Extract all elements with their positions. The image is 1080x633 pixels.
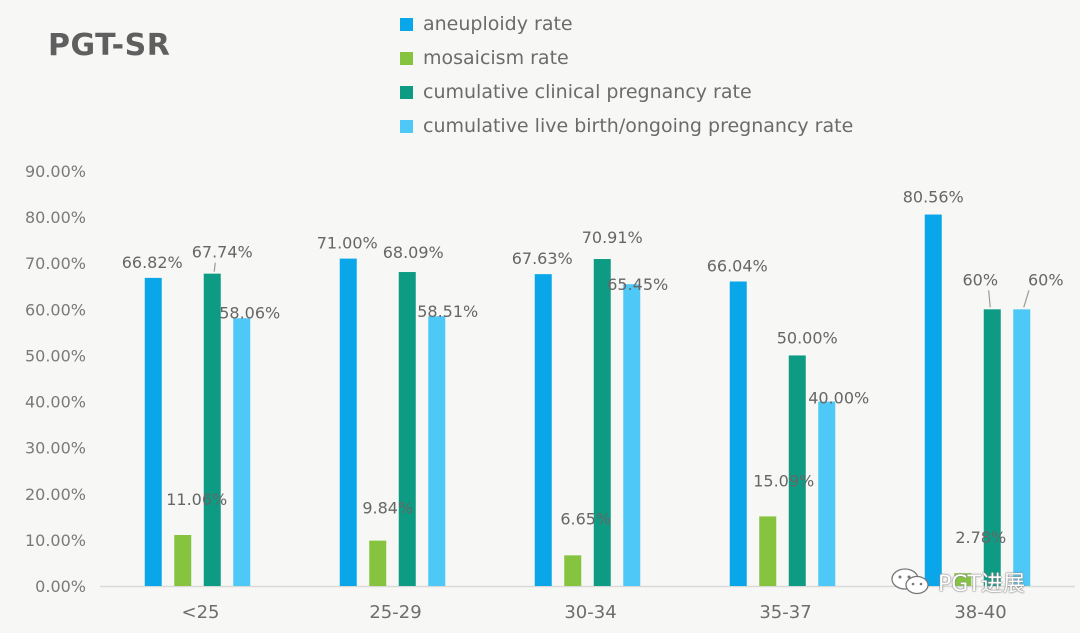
- legend-item-live-birth: cumulative live birth/ongoing pregnancy …: [400, 109, 853, 143]
- data-label: 80.56%: [903, 188, 964, 207]
- data-labels: 66.82% 11.06% 67.74% 58.06% 71.00% 9.84% 68.09…: [122, 188, 1064, 548]
- bar: [593, 259, 611, 586]
- x-tick-label: 35-37: [759, 602, 811, 623]
- data-label: 15.09%: [753, 471, 814, 490]
- bar: [144, 277, 162, 586]
- bar: [623, 284, 641, 586]
- legend-label: cumulative clinical pregnancy rate: [423, 81, 752, 103]
- leader-line: [988, 290, 991, 308]
- legend-swatch: [400, 119, 413, 133]
- data-label: 60%: [962, 270, 998, 289]
- data-label: 40.00%: [808, 389, 869, 408]
- bar: [534, 274, 552, 586]
- bar: [983, 309, 1001, 586]
- data-label: 65.45%: [607, 275, 668, 294]
- legend-item-aneuploidy: aneuploidy rate: [400, 7, 853, 41]
- bar: [174, 535, 192, 586]
- y-axis: 0.00% 10.00% 20.00% 30.00% 40.00% 50.00% 60.00…: [25, 162, 86, 596]
- data-label: 67.63%: [512, 249, 573, 268]
- chart-title: PGT-SR: [48, 28, 171, 63]
- y-tick-label: 80.00%: [25, 208, 86, 227]
- legend-label: aneuploidy rate: [423, 13, 573, 35]
- data-label: 9.84%: [362, 499, 413, 518]
- leader-line: [213, 262, 216, 272]
- data-label: 58.06%: [219, 303, 280, 322]
- data-label: 71.00%: [317, 234, 378, 253]
- data-label: 66.04%: [707, 256, 768, 275]
- bar: [729, 281, 747, 586]
- y-tick-label: 70.00%: [25, 254, 86, 273]
- y-tick-label: 50.00%: [25, 346, 86, 365]
- bar: [924, 214, 942, 587]
- legend-label: mosaicism rate: [423, 47, 569, 69]
- y-tick-label: 40.00%: [25, 393, 86, 412]
- watermark-text: PGT进展: [938, 572, 1025, 597]
- x-tick-label: 38-40: [954, 602, 1006, 623]
- data-label: 11.06%: [166, 490, 227, 509]
- bar: [954, 573, 972, 586]
- bar: [564, 555, 582, 586]
- y-tick-label: 20.00%: [25, 485, 86, 504]
- legend-swatch: [400, 51, 413, 65]
- x-tick-label: 30-34: [564, 602, 616, 623]
- bars: [144, 214, 1031, 587]
- legend-swatch: [400, 85, 413, 99]
- bar: [203, 273, 221, 586]
- data-label: 60%: [1028, 270, 1064, 289]
- y-tick-label: 10.00%: [25, 531, 86, 550]
- y-tick-label: 60.00%: [25, 300, 86, 319]
- legend-item-mosaicism: mosaicism rate: [400, 41, 853, 75]
- y-tick-label: 30.00%: [25, 439, 86, 458]
- bar: [1013, 309, 1031, 586]
- data-label: 67.74%: [192, 243, 253, 262]
- legend-item-clinical-pregnancy: cumulative clinical pregnancy rate: [400, 75, 853, 109]
- data-label: 70.91%: [582, 228, 643, 247]
- watermark: PGT进展: [890, 566, 1025, 598]
- y-tick-label: 90.00%: [25, 162, 86, 181]
- legend-label: cumulative live birth/ongoing pregnancy …: [423, 115, 854, 137]
- bar: [398, 272, 416, 586]
- x-tick-label: 25-29: [369, 602, 421, 623]
- bar: [759, 516, 777, 586]
- legend-swatch: [400, 17, 413, 31]
- bar: [339, 258, 357, 586]
- y-tick-label: 0.00%: [35, 577, 86, 596]
- x-tick-label: <25: [182, 602, 220, 623]
- x-axis: <25 25-29 30-34 35-37 38-40: [182, 602, 1007, 623]
- data-label: 68.09%: [383, 243, 444, 262]
- data-label: 58.51%: [417, 302, 478, 321]
- leader-line: [1023, 290, 1030, 308]
- leader-lines: [213, 262, 1030, 308]
- bar: [818, 401, 836, 586]
- bar: [428, 316, 446, 586]
- wechat-icon: [891, 568, 929, 595]
- data-label: 66.82%: [122, 253, 183, 272]
- data-label: 2.78%: [955, 528, 1006, 547]
- data-label: 6.65%: [560, 509, 611, 528]
- bar: [369, 540, 387, 586]
- bar: [233, 318, 251, 586]
- bar: [788, 355, 806, 586]
- legend: aneuploidy rate mosaicism rate cumulativ…: [400, 7, 853, 143]
- data-label: 50.00%: [777, 328, 838, 347]
